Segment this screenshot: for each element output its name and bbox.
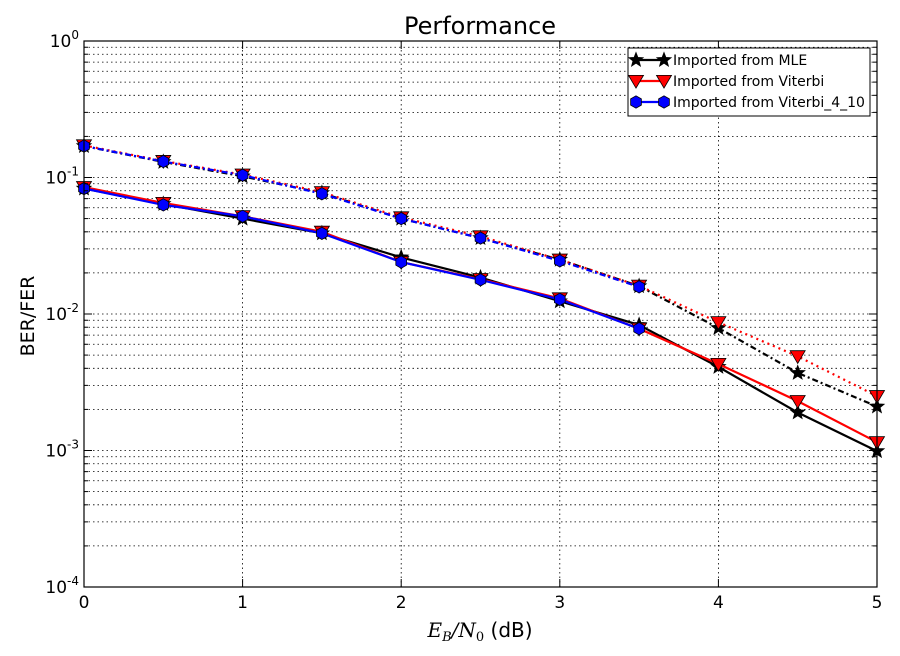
series-2-ber-point	[789, 395, 806, 410]
series-2-fer-point	[789, 350, 806, 365]
y-tick-label-base: 10	[45, 169, 67, 189]
legend-swatch-marker	[627, 74, 645, 89]
x-axis-label-n: /N	[450, 618, 478, 642]
series-3-ber-point	[236, 209, 249, 223]
x-tick-label: 5	[872, 593, 883, 613]
x-axis-label-e-sub: B	[441, 630, 452, 645]
chart-title: Performance	[404, 12, 556, 40]
y-tick-label: 10-3	[45, 438, 79, 462]
series-3-ber-point	[554, 292, 566, 307]
y-tick-label: 10-1	[45, 165, 79, 189]
legend-swatch-marker	[630, 95, 642, 109]
series-layer	[75, 137, 886, 459]
y-tick-label-base: 10	[45, 578, 67, 598]
legend-swatch-marker	[658, 95, 670, 109]
series-3-ber-point	[395, 255, 407, 269]
y-tick-label-base: 10	[45, 442, 67, 462]
series-3-fer-line	[83, 144, 640, 288]
y-tick-label-base: 10	[50, 32, 72, 52]
series-3-fer-point	[474, 231, 487, 245]
series-3-ber-point	[316, 226, 328, 240]
x-tick-label: 4	[713, 593, 724, 613]
y-tick-label: 10-4	[45, 574, 79, 598]
series-3-ber-line	[83, 187, 640, 330]
series-3	[78, 139, 645, 336]
series-2-fer-point	[710, 316, 727, 331]
x-axis-label-e: E	[426, 618, 442, 642]
x-axis-label: EB/N0 (dB)	[426, 618, 532, 645]
series-2-ber-point	[710, 358, 727, 372]
y-tick-label-exponent: -2	[67, 301, 79, 315]
series-1-ber-point	[789, 403, 806, 420]
series-3-fer-point	[395, 211, 407, 226]
y-tick-label-exponent: -4	[67, 574, 79, 588]
legend-label: Imported from Viterbi_4_10	[673, 95, 865, 111]
y-tick-label-exponent: -3	[67, 438, 79, 452]
y-tick-label-exponent: 0	[71, 28, 79, 42]
x-tick-label: 2	[396, 593, 407, 613]
series-3-fer-point	[554, 254, 566, 268]
legend-label: Imported from Viterbi	[673, 74, 824, 90]
series-3-ber-point	[157, 198, 170, 212]
series-3-ber-point	[474, 273, 487, 287]
y-axis-label: BER/FER	[17, 276, 39, 357]
series-1-fer-point	[789, 364, 806, 380]
legend: Imported from MLE Imported from Viterbi Im…	[627, 47, 871, 117]
y-tick-label: 100	[50, 28, 79, 52]
series-3-fer-point	[633, 280, 645, 294]
x-axis-label-unit: (dB)	[484, 618, 532, 642]
legend-swatch-marker	[627, 51, 645, 67]
y-tick-label-exponent: -1	[67, 165, 79, 179]
legend-label: Imported from MLE	[673, 53, 807, 69]
x-tick-label: 0	[79, 593, 90, 613]
series-3-fer-point	[236, 168, 249, 182]
y-tick-label-base: 10	[45, 305, 67, 325]
series-3-fer-point	[157, 154, 170, 169]
x-axis-label-n-sub: 0	[476, 630, 484, 645]
x-tick-label: 1	[237, 593, 248, 613]
series-3-ber-point	[633, 322, 645, 336]
x-tick-label: 3	[554, 593, 565, 613]
legend-swatch-marker	[655, 74, 673, 89]
legend-swatch-marker	[655, 51, 673, 67]
series-3-fer-point	[316, 187, 328, 201]
y-tick-label: 10-2	[45, 301, 79, 325]
